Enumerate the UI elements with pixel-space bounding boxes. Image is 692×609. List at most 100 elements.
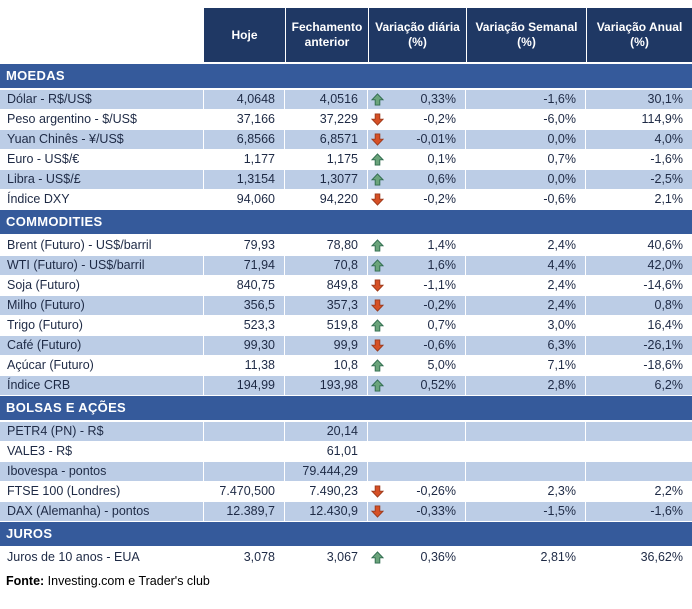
prev-close-value: 99,9 — [285, 336, 368, 355]
annual-change-value — [586, 422, 692, 441]
prev-close-value: 37,229 — [319, 112, 358, 126]
daily-change-cell: 5,0% — [368, 356, 466, 375]
daily-change-cell: -1,1% — [368, 276, 466, 295]
section-header: MOEDAS — [0, 64, 692, 88]
table-row: Euro - US$/€ 1,177 1,175 0,1% 0,7% -1,6% — [0, 150, 692, 170]
annual-change-value: 42,0% — [647, 258, 683, 272]
daily-change-cell: 0,52% — [368, 376, 466, 395]
weekly-change-value: 6,3% — [466, 336, 586, 355]
weekly-change-value: 2,4% — [547, 238, 577, 252]
prev-close-value: 70,8 — [285, 256, 368, 275]
daily-change-cell: -0,2% — [368, 296, 466, 315]
today-value: 4,0648 — [204, 90, 285, 109]
daily-change-value: -0,33% — [416, 504, 456, 518]
weekly-change-value: 7,1% — [547, 358, 577, 372]
annual-change-value: -1,6% — [650, 504, 683, 518]
daily-change-value: 0,36% — [420, 550, 456, 564]
table-row: PETR4 (PN) - R$ 20,14 — [0, 422, 692, 442]
daily-change-value: 0,1% — [427, 152, 457, 166]
table-row: Peso argentino - $/US$ 37,166 37,229 -0,2% -… — [0, 110, 692, 130]
down-trend-icon — [371, 485, 384, 498]
row-label: Brent (Futuro) - US$/barril — [7, 238, 152, 252]
daily-change-cell: 1,4% — [368, 236, 466, 255]
daily-change-cell: -0,2% — [368, 190, 466, 209]
prev-close-value: 1,3077 — [285, 170, 368, 189]
daily-change-cell: 0,36% — [368, 548, 466, 567]
daily-change-value: 0,7% — [427, 318, 457, 332]
weekly-change-value — [466, 442, 586, 461]
prev-close-value: 4,0516 — [285, 90, 368, 109]
annual-change-value: -1,6% — [650, 152, 683, 166]
weekly-change-value: 0,0% — [466, 130, 586, 149]
row-label: Yuan Chinês - ¥/US$ — [0, 130, 204, 149]
table-row: Libra - US$/£ 1,3154 1,3077 0,6% 0,0% -2,5% — [0, 170, 692, 190]
column-header-row: Hoje Fechamento anterior Variação diária… — [204, 8, 692, 62]
table-row: Yuan Chinês - ¥/US$ 6,8566 6,8571 -0,01% 0,0… — [0, 130, 692, 150]
column-header-weekly-change: Variação Semanal (%) — [466, 8, 586, 62]
table-row: Índice CRB 194,99 193,98 0,52% 2,8% 6,2% — [0, 376, 692, 396]
daily-change-cell — [368, 462, 466, 481]
row-label: Soja (Futuro) — [7, 278, 80, 292]
up-trend-icon — [371, 239, 384, 252]
up-trend-icon — [371, 319, 384, 332]
today-value — [204, 422, 285, 441]
prev-close-value: 193,98 — [285, 376, 368, 395]
column-header-daily-change: Variação diária (%) — [368, 8, 466, 62]
prev-close-value: 10,8 — [333, 358, 358, 372]
table-row: FTSE 100 (Londres) 7.470,500 7.490,23 -0,26… — [0, 482, 692, 502]
down-trend-icon — [371, 193, 384, 206]
daily-change-value: 1,6% — [427, 258, 457, 272]
daily-change-value: -0,2% — [423, 192, 456, 206]
section-header: BOLSAS E AÇÕES — [0, 396, 692, 420]
today-value: 6,8566 — [204, 130, 285, 149]
today-value: 11,38 — [244, 358, 275, 372]
annual-change-value: 4,0% — [654, 132, 684, 146]
daily-change-cell: 0,33% — [368, 90, 466, 109]
weekly-change-value: -1,5% — [466, 502, 586, 521]
weekly-change-value: 4,4% — [466, 256, 586, 275]
table-row: Milho (Futuro) 356,5 357,3 -0,2% 2,4% 0,8% — [0, 296, 692, 316]
table-row: Juros de 10 anos - EUA 3,078 3,067 0,36% 2,8… — [0, 548, 692, 568]
source-text: Investing.com e Trader's club — [44, 574, 210, 588]
row-label: PETR4 (PN) - R$ — [0, 422, 204, 441]
row-label: Milho (Futuro) — [0, 296, 204, 315]
down-trend-icon — [371, 113, 384, 126]
annual-change-value — [586, 462, 692, 481]
daily-change-value: 0,52% — [420, 378, 456, 392]
weekly-change-value: -1,6% — [466, 90, 586, 109]
daily-change-cell — [368, 442, 466, 461]
today-value: 194,99 — [204, 376, 285, 395]
daily-change-value: 5,0% — [427, 358, 457, 372]
up-trend-icon — [371, 359, 384, 372]
row-label: Índice DXY — [7, 192, 70, 206]
prev-close-value: 6,8571 — [285, 130, 368, 149]
annual-change-value: -14,6% — [643, 278, 683, 292]
table-row: VALE3 - R$ 61,01 — [0, 442, 692, 462]
weekly-change-value: 2,4% — [547, 278, 577, 292]
today-value: 71,94 — [204, 256, 285, 275]
up-trend-icon — [371, 379, 384, 392]
daily-change-value: 0,33% — [420, 92, 456, 106]
up-trend-icon — [371, 93, 384, 106]
row-label: DAX (Alemanha) - pontos — [0, 502, 204, 521]
down-trend-icon — [371, 299, 384, 312]
up-trend-icon — [371, 173, 384, 186]
column-header-prev-close: Fechamento anterior — [285, 8, 368, 62]
table-row: Índice DXY 94,060 94,220 -0,2% -0,6% 2,1% — [0, 190, 692, 210]
prev-close-value: 78,80 — [326, 238, 358, 252]
row-label: FTSE 100 (Londres) — [7, 484, 121, 498]
table-body: MOEDAS Dólar - R$/US$ 4,0648 4,0516 0,33% -1,… — [0, 64, 692, 568]
annual-change-value: 0,8% — [654, 298, 684, 312]
table-row: Café (Futuro) 99,30 99,9 -0,6% 6,3% -26,1% — [0, 336, 692, 356]
section-header: COMMODITIES — [0, 210, 692, 234]
down-trend-icon — [371, 339, 384, 352]
weekly-change-value: 0,0% — [466, 170, 586, 189]
section-header: JUROS — [0, 522, 692, 546]
daily-change-cell: -0,6% — [368, 336, 466, 355]
row-label: Açúcar (Futuro) — [7, 358, 94, 372]
table-row: Açúcar (Futuro) 11,38 10,8 5,0% 7,1% -18,6% — [0, 356, 692, 376]
daily-change-cell: 0,6% — [368, 170, 466, 189]
weekly-change-value: -6,0% — [543, 112, 576, 126]
prev-close-value: 357,3 — [285, 296, 368, 315]
